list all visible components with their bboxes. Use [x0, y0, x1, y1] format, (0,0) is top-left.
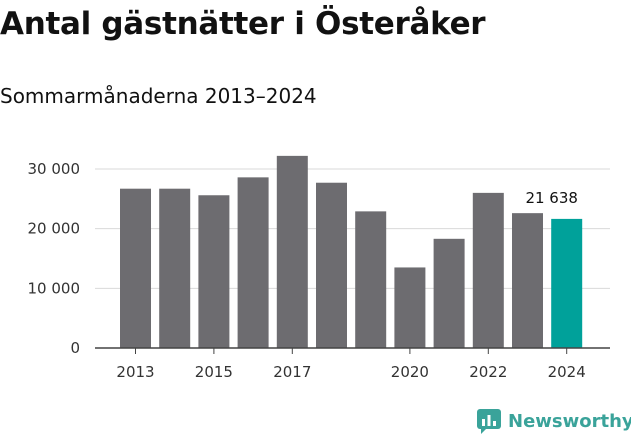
brand-name: Newsworthy — [508, 410, 631, 432]
y-tick-label: 0 — [70, 339, 80, 357]
y-tick-label: 30 000 — [28, 160, 81, 178]
x-tick-label: 2013 — [116, 363, 154, 381]
chart-title: Antal gästnätter i Österåker — [0, 6, 486, 42]
bar — [316, 182, 347, 348]
x-tick-label: 2017 — [273, 363, 311, 381]
bar — [355, 211, 387, 348]
y-tick-label: 10 000 — [28, 279, 81, 297]
x-tick-label: 2022 — [469, 363, 507, 381]
bar — [394, 267, 426, 348]
bar — [120, 188, 151, 348]
bar — [276, 155, 308, 348]
bar — [551, 218, 583, 348]
x-tick-label: 2020 — [391, 363, 429, 381]
brand-logo: Newsworthy — [476, 408, 631, 434]
bar — [472, 192, 504, 348]
bar — [237, 177, 269, 348]
newsworthy-logo-icon — [477, 409, 501, 434]
chart-subtitle: Sommarmånaderna 2013–2024 — [0, 84, 317, 108]
x-tick-label: 2015 — [195, 363, 233, 381]
bar — [433, 238, 465, 348]
data-label: 21 638 — [525, 189, 578, 207]
bar — [512, 213, 543, 348]
bar — [198, 195, 230, 348]
y-tick-label: 20 000 — [28, 220, 81, 238]
bar — [159, 188, 191, 348]
bar-chart: 0 10 000 20 000 30 000 2013 2015 2017 2020 2022 2… — [28, 155, 610, 381]
x-tick-label: 2024 — [548, 363, 586, 381]
